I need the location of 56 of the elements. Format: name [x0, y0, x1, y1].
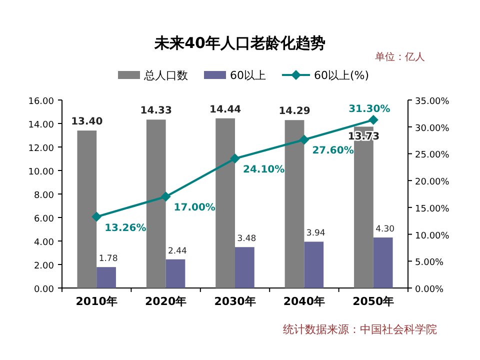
- data-label: 27.60%: [312, 146, 354, 157]
- y2-tick-label: 15.00%: [415, 204, 450, 214]
- data-label: 2.44: [168, 246, 187, 256]
- x-tick-label: 2050年: [352, 295, 394, 308]
- data-label: 14.29: [278, 106, 310, 118]
- y2-tick-label: 20.00%: [415, 178, 450, 188]
- y-tick-label: 14.00: [28, 120, 54, 130]
- y2-tick-label: 30.00%: [415, 124, 450, 134]
- y2-tick-label: 35.00%: [415, 97, 450, 107]
- y-tick-label: 10.00: [28, 168, 54, 178]
- bar: [166, 259, 186, 288]
- y-tick-label: 0.00: [34, 285, 54, 295]
- text: 统计数据来源：中国社会科学院: [283, 323, 437, 336]
- y-tick-label: 2.00: [34, 262, 54, 272]
- bar: [284, 120, 304, 288]
- y-tick-label: 8.00: [34, 191, 54, 201]
- bar: [77, 130, 97, 288]
- data-label: 31.30%: [348, 104, 390, 115]
- bar: [373, 237, 393, 288]
- point: [92, 212, 102, 222]
- chart-title: 未来40年人口老龄化趋势: [154, 34, 326, 52]
- data-label: 14.33: [140, 106, 172, 117]
- point: [230, 154, 240, 164]
- x-tick-label: 2010年: [76, 295, 118, 308]
- bar: [96, 267, 116, 288]
- y2-tick-label: 25.00%: [415, 150, 450, 161]
- data-label: 24.10%: [243, 164, 285, 176]
- data-label: 4.30: [376, 224, 395, 234]
- x-tick-label: 2040年: [283, 295, 326, 308]
- data-label: 3.48: [237, 234, 256, 244]
- y2-tick-label: 0.00%: [415, 285, 444, 295]
- y2-tick-label: 10.00%: [415, 231, 450, 242]
- data-label: 17.00%: [174, 202, 216, 214]
- y-tick-label: 4.00: [34, 238, 54, 248]
- point: [299, 134, 310, 145]
- legend-label: 60以上(%): [314, 69, 370, 82]
- data-label: 14.44: [209, 104, 242, 116]
- bar: [146, 120, 166, 288]
- y-tick-label: 6.00: [34, 214, 54, 224]
- data-label: 13.26%: [104, 222, 146, 234]
- text: 单位：亿人: [375, 51, 425, 63]
- data-label: 3.94: [306, 228, 326, 239]
- y-tick-label: 12.00: [28, 144, 54, 154]
- data-label: 1.78: [98, 254, 118, 264]
- bar: [235, 247, 254, 288]
- point: [368, 114, 378, 125]
- bar: [304, 242, 324, 288]
- legend-label: 总人口数: [143, 69, 188, 82]
- y2-tick-label: 5.00%: [415, 258, 444, 268]
- x-tick-label: 2030年: [214, 295, 256, 308]
- point: [160, 192, 171, 202]
- legend-label: 60以上: [230, 69, 266, 82]
- x-tick-label: 2020年: [144, 295, 187, 308]
- y-tick-label: 16.00: [28, 97, 54, 107]
- bar: [216, 118, 235, 288]
- data-label: 13.40: [71, 116, 103, 128]
